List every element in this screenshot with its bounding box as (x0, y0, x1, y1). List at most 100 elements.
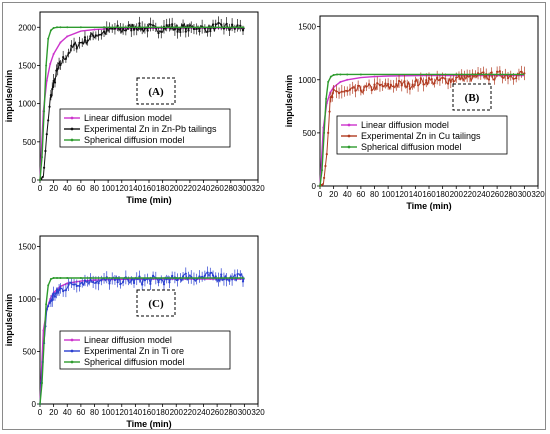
data-point (51, 298, 54, 302)
data-point (329, 75, 332, 78)
data-point (322, 176, 326, 180)
data-point (64, 57, 67, 61)
data-point (332, 88, 335, 91)
x-tick-label: 100 (101, 408, 115, 417)
x-tick-label: 140 (409, 190, 423, 199)
data-point (165, 23, 168, 27)
data-point (373, 75, 376, 78)
data-point (41, 382, 44, 384)
data-point (406, 85, 409, 88)
data-point (241, 280, 245, 283)
y-tick-label: 0 (32, 176, 37, 185)
data-point (414, 80, 417, 83)
y-axis-label: impulse/min (284, 75, 294, 128)
data-point (111, 27, 114, 30)
legend-marker (70, 127, 74, 131)
x-tick-label: 140 (129, 408, 143, 417)
y-tick-label: 1500 (18, 61, 36, 70)
data-point (417, 84, 420, 87)
data-point (335, 90, 338, 93)
legend-label: Spherical diffusion model (84, 357, 184, 367)
data-point (42, 166, 46, 169)
data-point (325, 97, 328, 100)
data-point (378, 84, 382, 87)
data-point (75, 47, 78, 50)
panel-tag: (A) (148, 86, 164, 98)
data-point (57, 62, 61, 65)
data-point (233, 27, 236, 30)
data-point (47, 37, 50, 40)
data-point (192, 27, 196, 31)
data-point (325, 153, 328, 156)
data-point (444, 77, 447, 81)
data-point (81, 41, 84, 44)
x-tick-label: 180 (156, 184, 170, 193)
data-point (187, 29, 190, 32)
data-point (332, 73, 335, 76)
data-point (233, 274, 236, 277)
data-point (381, 84, 384, 88)
data-point (231, 23, 234, 26)
data-point (496, 70, 499, 73)
y-axis-label: impulse/min (4, 294, 14, 347)
data-point (171, 23, 174, 26)
data-point (162, 283, 166, 286)
data-point (449, 80, 452, 83)
data-point (48, 301, 51, 304)
data-point (367, 83, 371, 86)
x-tick-label: 300 (238, 184, 252, 193)
data-point (168, 23, 171, 27)
data-point (94, 34, 97, 37)
data-point (130, 279, 133, 282)
data-point (203, 27, 206, 30)
legend-marker (70, 349, 74, 353)
data-point (108, 282, 111, 285)
data-point (228, 28, 231, 32)
data-point (130, 29, 133, 32)
data-point (198, 30, 201, 33)
x-tick-label: 200 (170, 184, 184, 193)
data-point (184, 272, 187, 275)
chart-panel-2: 0 20 40 60 80 100 120 140 160 180 200 220 240 260 280 3… (4, 235, 265, 429)
data-point (343, 90, 346, 93)
data-point (392, 85, 395, 88)
data-point (397, 79, 401, 83)
data-point (122, 280, 125, 284)
data-point (59, 41, 62, 44)
data-point (225, 278, 228, 281)
panel-tag: (C) (148, 298, 164, 310)
plot-area (39, 235, 259, 405)
data-point (357, 84, 360, 87)
data-point (102, 30, 106, 33)
data-point (59, 63, 62, 67)
x-tick-label: 280 (504, 190, 518, 199)
data-point (430, 78, 433, 81)
data-point (411, 83, 414, 86)
data-point (47, 305, 50, 308)
data-point (55, 69, 58, 72)
x-tick-label: 280 (224, 184, 238, 193)
data-point (515, 77, 518, 80)
data-point (72, 283, 76, 286)
data-point (328, 110, 331, 113)
data-point (214, 275, 217, 278)
data-point (41, 175, 44, 179)
data-point (72, 43, 76, 46)
data-point (175, 277, 178, 279)
x-tick-label: 60 (76, 184, 85, 193)
x-tick-label: 120 (115, 408, 129, 417)
y-tick-label: 500 (303, 129, 317, 138)
data-point (321, 169, 324, 172)
y-axis-label: impulse/min (4, 70, 14, 123)
data-point (86, 39, 89, 42)
data-point (400, 84, 403, 87)
data-point (127, 24, 130, 27)
x-tick-label: 180 (436, 190, 450, 199)
data-point (176, 278, 179, 282)
data-point (59, 26, 62, 29)
data-point (43, 110, 46, 113)
data-point (116, 24, 119, 27)
data-point (59, 277, 62, 279)
data-point (425, 79, 428, 82)
data-point (92, 34, 95, 37)
